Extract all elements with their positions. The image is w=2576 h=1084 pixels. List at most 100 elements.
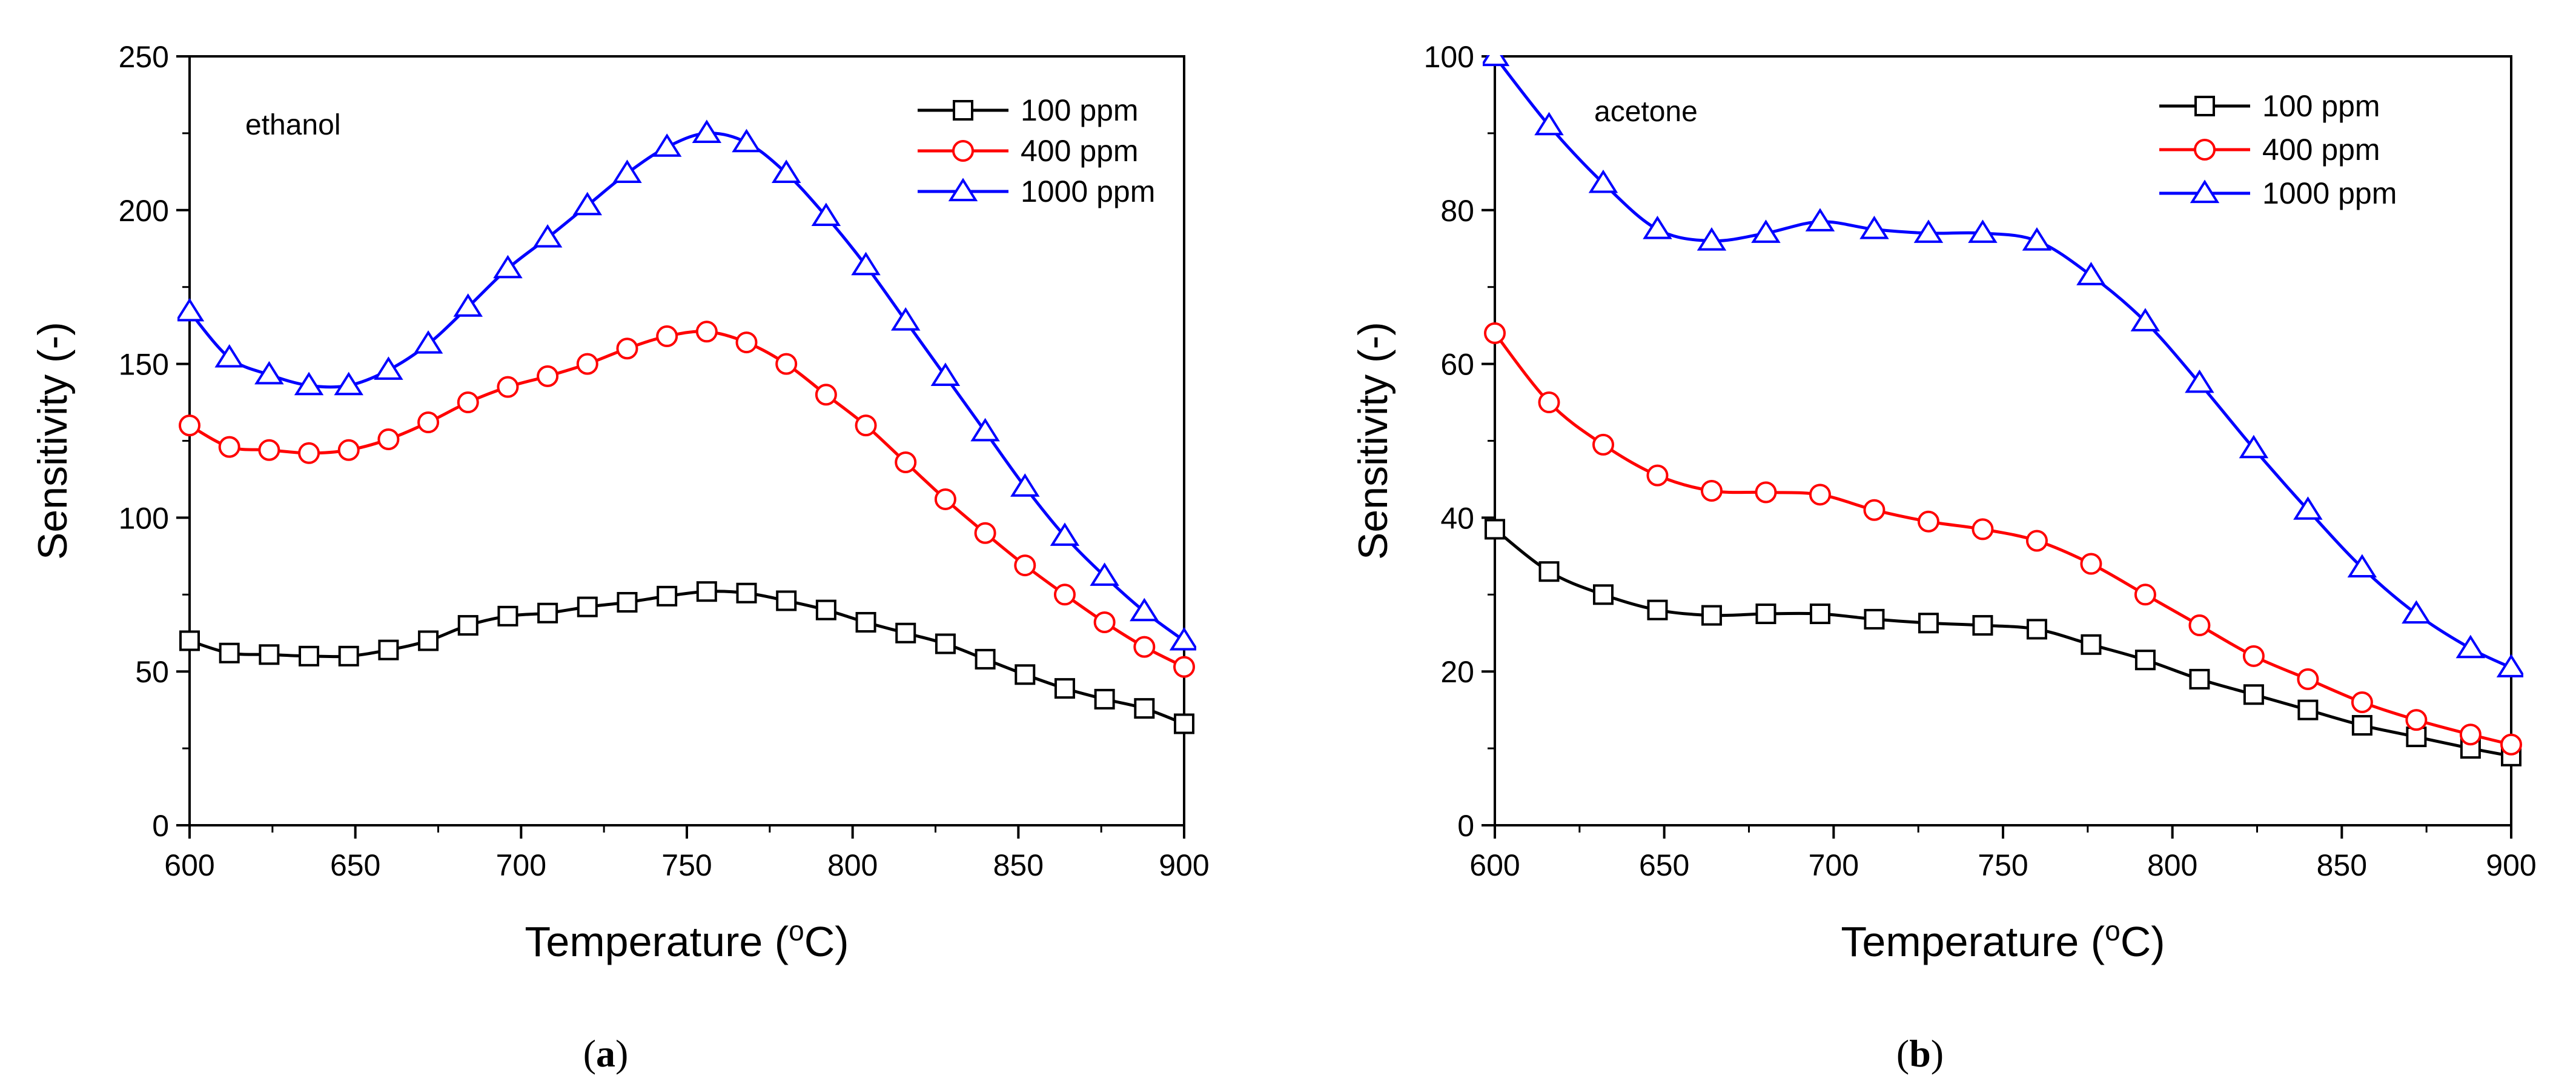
legend-entry: 400 ppm xyxy=(2262,133,2380,167)
y-tick-label: 100 xyxy=(1424,40,1474,74)
data-point xyxy=(177,298,205,322)
data-point xyxy=(294,371,324,396)
data-point xyxy=(1918,613,1939,634)
x-tick-label: 600 xyxy=(1469,848,1520,882)
data-point xyxy=(218,436,240,458)
data-point xyxy=(2130,308,2160,331)
legend: 100 ppm 400 ppm 1000 ppm xyxy=(2159,89,2397,210)
x-tick-label: 750 xyxy=(1978,848,2028,882)
data-point xyxy=(2459,723,2482,746)
chart-acetone: 600 650 700 750 800 850 900 0 20 40 60 80 100 Tempera… xyxy=(1350,40,2537,1075)
data-point xyxy=(1588,169,1618,193)
data-point xyxy=(1538,391,1560,414)
data-point xyxy=(1094,688,1115,710)
data-point xyxy=(2496,654,2523,677)
data-point xyxy=(572,191,603,216)
data-point xyxy=(855,414,877,437)
data-point xyxy=(2025,530,2048,552)
data-point xyxy=(656,325,678,347)
data-point xyxy=(1864,608,1885,630)
data-point xyxy=(1697,227,1727,251)
annotation-label: ethanol xyxy=(245,109,340,141)
data-point xyxy=(1133,636,1156,658)
y-tick-label: 150 xyxy=(119,348,169,382)
legend-marker xyxy=(2194,139,2216,161)
data-point xyxy=(1093,611,1116,633)
data-point xyxy=(1054,678,1075,699)
data-point xyxy=(378,639,399,660)
legend-marker xyxy=(2190,179,2220,204)
y-tick-label: 60 xyxy=(1440,348,1474,382)
data-point xyxy=(1010,473,1040,497)
data-point xyxy=(576,353,598,375)
data-point xyxy=(179,414,200,437)
data-point xyxy=(1173,656,1195,678)
data-point xyxy=(1972,518,1994,540)
legend-entry: 1000 ppm xyxy=(1021,175,1155,208)
data-point xyxy=(179,630,200,651)
data-point xyxy=(537,365,559,387)
data-point xyxy=(2297,668,2319,690)
legend-marker xyxy=(2194,96,2215,116)
data-point xyxy=(418,630,439,651)
data-point xyxy=(1090,562,1119,586)
data-point xyxy=(457,615,478,636)
y-tick-label: 200 xyxy=(119,194,169,228)
data-point xyxy=(497,376,519,398)
annotation-label: acetone xyxy=(1594,96,1698,128)
data-point xyxy=(2189,668,2210,690)
data-point xyxy=(974,522,996,544)
data-point xyxy=(1174,713,1194,734)
data-point xyxy=(537,602,558,623)
data-point xyxy=(532,224,563,248)
data-point xyxy=(815,384,837,406)
data-point xyxy=(1805,208,1835,231)
x-tick-label: 850 xyxy=(2317,848,2367,882)
x-tick-label: 750 xyxy=(661,848,712,882)
data-point xyxy=(1755,604,1776,625)
data-point xyxy=(771,159,801,183)
data-point xyxy=(2134,584,2156,606)
data-point xyxy=(1809,484,1831,506)
y-tick-label: 20 xyxy=(1440,655,1474,689)
data-point xyxy=(1538,561,1560,582)
data-point xyxy=(1130,597,1159,622)
data-point xyxy=(2455,634,2486,659)
legend-entry: 100 ppm xyxy=(1021,93,1139,127)
data-point xyxy=(2351,715,2372,736)
data-point xyxy=(1859,216,1889,239)
data-point xyxy=(374,356,403,380)
data-point xyxy=(815,599,836,620)
x-tick-label: 600 xyxy=(164,848,214,882)
data-point xyxy=(497,605,518,627)
legend-marker xyxy=(953,100,973,121)
data-point xyxy=(2242,645,2265,667)
y-tick-label: 0 xyxy=(1457,809,1474,843)
data-point xyxy=(1485,519,1505,540)
y-tick-label: 0 xyxy=(152,809,169,843)
legend-entry: 1000 ppm xyxy=(2262,176,2397,210)
data-point xyxy=(2405,709,2428,731)
data-point xyxy=(1968,219,1998,243)
data-point xyxy=(2347,554,2377,577)
chart-ethanol: 600 650 700 750 800 850 900 0 50 100 150 200 250 Temp… xyxy=(30,40,1210,1075)
data-point xyxy=(214,344,244,368)
y-axis-label: Sensitivity (-) xyxy=(30,322,76,560)
data-point xyxy=(975,648,996,670)
y-tick-label: 50 xyxy=(135,655,169,689)
panel-label: (b) xyxy=(1896,1032,1944,1075)
data-point xyxy=(413,330,443,354)
data-point xyxy=(453,293,483,317)
data-point xyxy=(895,622,916,643)
data-point xyxy=(258,439,280,461)
data-point xyxy=(2351,691,2373,713)
data-point xyxy=(259,644,280,665)
x-tick-label: 700 xyxy=(1809,848,1859,882)
data-point xyxy=(1053,584,1076,606)
data-point xyxy=(970,417,1000,442)
data-point xyxy=(890,307,921,331)
data-point xyxy=(930,362,961,386)
data-point xyxy=(1484,322,1506,344)
data-point xyxy=(298,442,320,464)
data-point xyxy=(254,361,284,385)
